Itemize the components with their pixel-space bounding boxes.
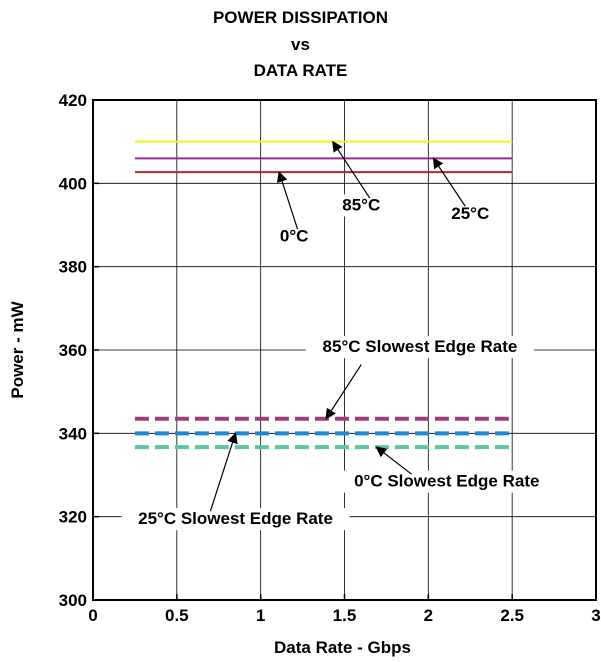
annotation-background [337,194,386,217]
annotation-label-3: 0°C [280,227,309,246]
annotation-arrow-1 [332,140,371,199]
annotation-label-6: 25°C Slowest Edge Rate [138,509,333,528]
chart-title-line-1: POWER DISSIPATION [212,8,389,27]
annotation-background [275,225,314,248]
annotation-background [121,508,350,531]
y-tick-label: 340 [59,424,87,443]
annotation-label-2: 25°C [451,204,489,223]
annotation-label-5: 0°C Slowest Edge Rate [354,472,539,491]
x-tick-label: 0.5 [165,606,189,625]
y-tick-label: 300 [59,591,87,610]
y-tick-label: 320 [59,508,87,527]
annotation-arrow-6 [209,432,238,512]
annotation-background [446,202,495,225]
annotation-background [337,470,556,493]
annotation-label-1: 85°C [342,195,380,214]
annotation-arrow-4 [325,364,362,420]
y-axis-label: Power - mW [8,300,27,398]
chart-title-line-3: DATA RATE [253,61,348,80]
x-tick-label: 0 [88,606,97,625]
x-tick-label: 2 [424,606,433,625]
y-tick-label: 400 [59,174,87,193]
annotation-label-4: 85°C Slowest Edge Rate [323,337,518,356]
y-tick-label: 380 [59,258,87,277]
annotation-arrow-2 [432,157,466,207]
annotation-arrow-3 [276,171,299,230]
x-tick-label: 1 [256,606,265,625]
x-axis-label: Data Rate - Gbps [274,638,411,657]
x-tick-label: 2.5 [500,606,524,625]
annotation-background [305,336,534,359]
y-tick-label: 360 [59,341,87,360]
x-tick-label: 3 [591,606,600,625]
chart-title-line-2: vs [291,35,310,54]
annotation-arrow-5 [375,446,412,475]
y-tick-label: 420 [59,91,87,110]
x-tick-label: 1.5 [333,606,357,625]
